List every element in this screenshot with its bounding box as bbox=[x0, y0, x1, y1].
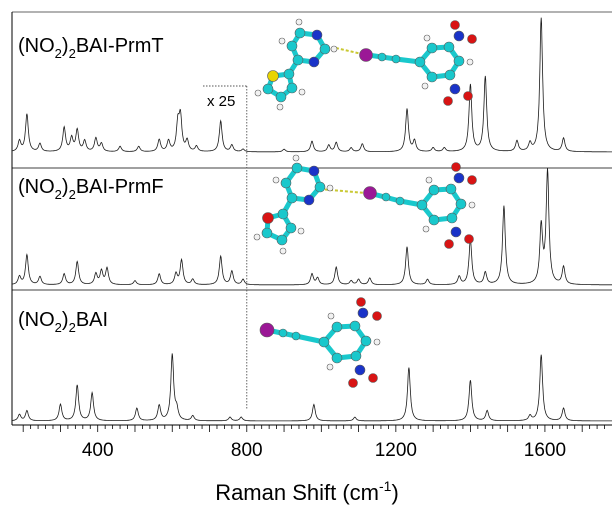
x-tick-label: 400 bbox=[82, 440, 114, 461]
x-tick-label: 1600 bbox=[524, 440, 566, 461]
scale-divider: x 25 bbox=[203, 85, 248, 410]
scale-note: x 25 bbox=[207, 93, 235, 110]
prmf-molecule bbox=[253, 154, 477, 255]
spectrum-line-0 bbox=[11, 17, 612, 153]
plot-frame bbox=[11, 11, 612, 426]
spectra-group bbox=[11, 17, 612, 422]
x-tick-label: 800 bbox=[231, 440, 263, 461]
panel-label-bai: (NO2)2BAI bbox=[18, 309, 108, 335]
x-tick-label: 1200 bbox=[375, 440, 417, 461]
panel-label-prmt: (NO2)2BAI-PrmT bbox=[18, 35, 164, 61]
x-axis: 400 800 1200 1600 bbox=[22, 425, 605, 461]
spectrum-line-1 bbox=[12, 167, 612, 286]
prmt-molecule bbox=[254, 18, 477, 111]
bai-molecule bbox=[259, 297, 382, 388]
spectrum-line-2 bbox=[12, 353, 612, 422]
x-axis-title: Raman Shift (cm-1) bbox=[215, 478, 399, 505]
panel-labels: (NO2)2BAI-PrmT (NO2)2BAI-PrmF (NO2)2BAI bbox=[18, 35, 164, 335]
panel-label-prmf: (NO2)2BAI-PrmF bbox=[18, 176, 164, 202]
